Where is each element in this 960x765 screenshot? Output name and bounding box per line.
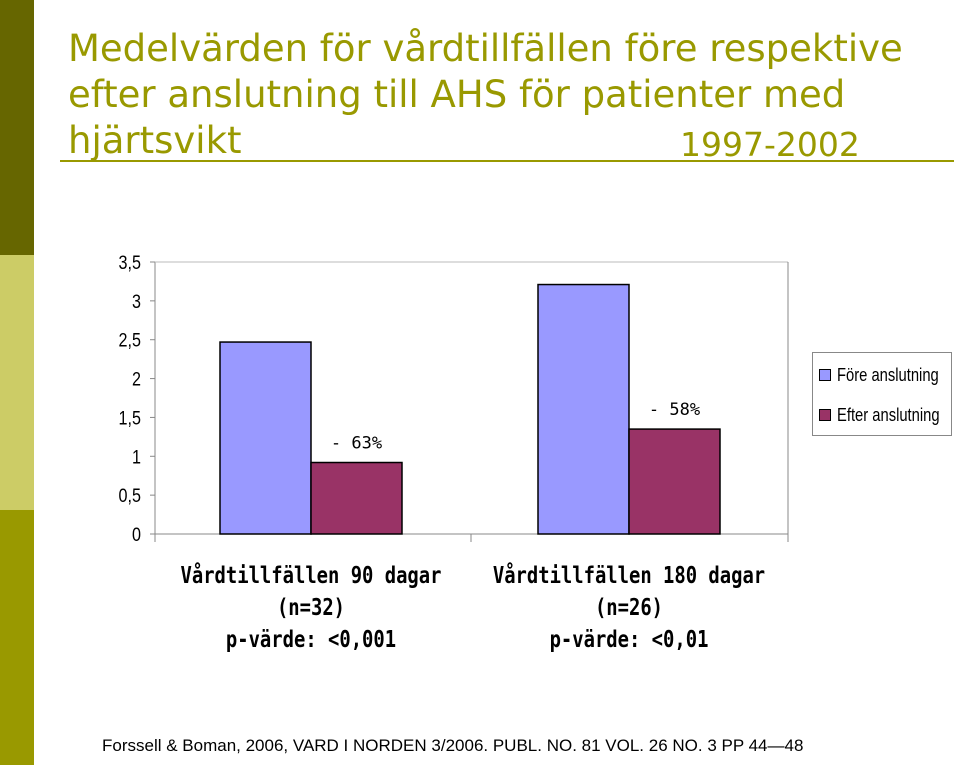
y-tick-label: 0,5 <box>119 485 142 507</box>
y-tick-label: 2,5 <box>119 329 142 351</box>
y-tick-label: 0 <box>132 524 141 546</box>
bar-after <box>310 461 403 535</box>
chart-labels: 0 0,5 1 1,5 2 2,5 3 3,5 - 63% Vårdtillfällen 90 d… <box>119 252 766 653</box>
x-category-sublabel: (n=32) <box>277 593 345 620</box>
y-tick-label: 1 <box>132 446 141 468</box>
x-category-sublabel: p-värde: <0,001 <box>226 625 396 652</box>
y-tick-label: 2 <box>132 368 141 390</box>
source-citation: Forssell & Boman, 2006, VARD I NORDEN 3/… <box>102 736 804 755</box>
side-bar-mid-segment <box>0 510 34 765</box>
title-underline <box>60 160 954 162</box>
change-annotation: - 63% <box>331 434 382 454</box>
title-years: 1997-2002 <box>680 125 860 164</box>
bar-before <box>537 283 630 535</box>
title-line: efter anslutning till AHS för patienter … <box>68 73 846 116</box>
x-category-label: Vårdtillfällen 180 dagar <box>493 561 765 588</box>
slide-title: Medelvärden för vårdtillfällen före resp… <box>68 26 948 164</box>
legend-swatch-before <box>819 369 831 381</box>
x-category-sublabel: p-värde: <0,01 <box>550 625 709 652</box>
x-category-label: Vårdtillfällen 90 dagar <box>181 561 442 588</box>
legend-item-before: Före anslutning <box>819 365 960 385</box>
legend-swatch-after <box>819 409 831 421</box>
legend-item-after: Efter anslutning <box>819 405 960 425</box>
title-line: hjärtsvikt <box>68 119 242 162</box>
legend-label-after: Efter anslutning <box>837 404 940 425</box>
side-bar-dark-segment <box>0 0 34 255</box>
legend-label-before: Före anslutning <box>837 364 939 385</box>
y-tick-label: 1,5 <box>119 407 142 429</box>
chart-legend: Före anslutning Efter anslutning <box>812 352 952 436</box>
bar-before <box>219 341 312 535</box>
title-line: Medelvärden för vårdtillfällen före resp… <box>68 27 903 70</box>
y-tick-label: 3,5 <box>119 252 142 274</box>
bar-after <box>628 428 721 535</box>
x-category-sublabel: (n=26) <box>595 593 663 620</box>
change-annotation: - 58% <box>649 400 700 420</box>
decorative-side-bar <box>0 0 34 765</box>
y-tick-label: 3 <box>132 291 141 313</box>
side-bar-light-segment <box>0 255 34 510</box>
chart-bars <box>219 283 721 535</box>
